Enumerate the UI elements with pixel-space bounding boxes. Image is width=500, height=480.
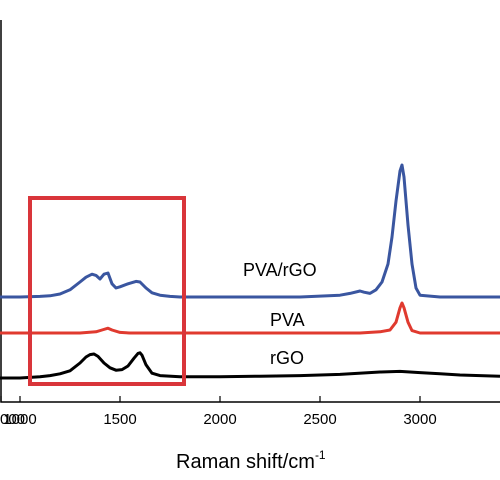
series-label-pva-rgo: PVA/rGO [243,260,317,280]
x-tick-label-2500: 2500 [303,411,336,428]
x-tick-label-000: 000 [0,411,25,428]
highlight-box [28,196,186,386]
series-line-pva [0,301,500,335]
series-label-rgo: rGO [270,348,304,368]
series-label-pva: PVA [270,310,305,330]
series-line-pva-rgo [0,163,500,299]
series-group [0,163,500,380]
plot-area: PVA/rGO PVA rGO [0,20,500,403]
axes-frame [0,20,500,403]
x-tick-label-1500: 1500 [103,411,136,428]
x-tick-label-2000: 2000 [203,411,236,428]
x-axis-title: Raman shift/cm-1 [176,448,326,473]
x-axis-title-superscript: -1 [315,448,326,462]
x-axis-ticks [0,396,421,402]
series-line-rgo [0,351,500,380]
x-tick-label-1000: 1000 [3,411,36,428]
x-axis-title-text: Raman shift/cm [176,451,315,473]
x-tick-label-3000: 3000 [403,411,436,428]
